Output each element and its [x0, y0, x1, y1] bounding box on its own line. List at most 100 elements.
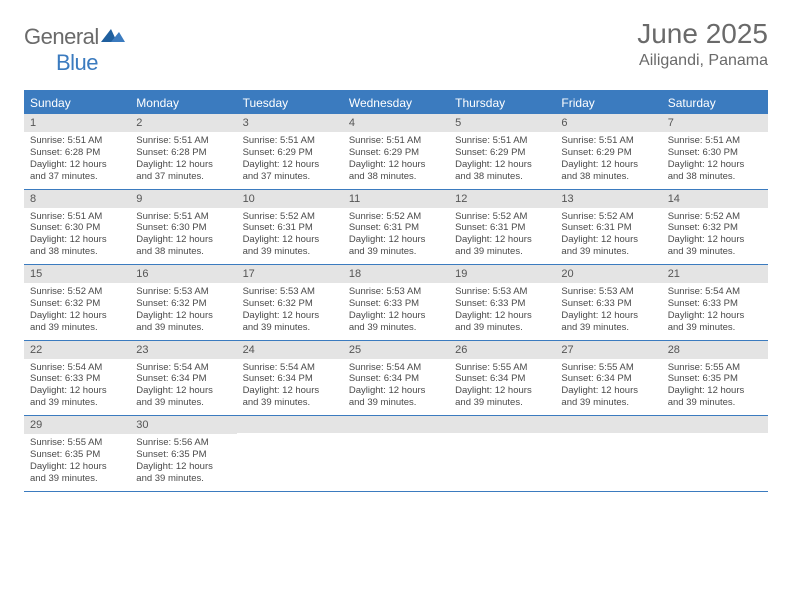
day-cell: 30Sunrise: 5:56 AMSunset: 6:35 PMDayligh… [130, 416, 236, 491]
daylight-text: Daylight: 12 hours and 37 minutes. [30, 159, 124, 183]
day-cell: 20Sunrise: 5:53 AMSunset: 6:33 PMDayligh… [555, 265, 661, 340]
daylight-text: Daylight: 12 hours and 39 minutes. [668, 234, 762, 258]
sunset-text: Sunset: 6:29 PM [349, 147, 443, 159]
sunrise-text: Sunrise: 5:54 AM [668, 286, 762, 298]
day-body: Sunrise: 5:51 AMSunset: 6:28 PMDaylight:… [24, 132, 130, 183]
day-cell: 16Sunrise: 5:53 AMSunset: 6:32 PMDayligh… [130, 265, 236, 340]
day-cell [449, 416, 555, 491]
week-row: 22Sunrise: 5:54 AMSunset: 6:33 PMDayligh… [24, 341, 768, 417]
day-body: Sunrise: 5:53 AMSunset: 6:33 PMDaylight:… [449, 283, 555, 334]
day-body: Sunrise: 5:54 AMSunset: 6:33 PMDaylight:… [662, 283, 768, 334]
sunrise-text: Sunrise: 5:52 AM [668, 211, 762, 223]
day-body: Sunrise: 5:55 AMSunset: 6:34 PMDaylight:… [449, 359, 555, 410]
logo: General [24, 24, 125, 50]
day-number: 10 [237, 190, 343, 208]
day-cell: 21Sunrise: 5:54 AMSunset: 6:33 PMDayligh… [662, 265, 768, 340]
sunrise-text: Sunrise: 5:52 AM [561, 211, 655, 223]
day-cell [555, 416, 661, 491]
day-cell: 28Sunrise: 5:55 AMSunset: 6:35 PMDayligh… [662, 341, 768, 416]
day-body: Sunrise: 5:53 AMSunset: 6:33 PMDaylight:… [343, 283, 449, 334]
day-body: Sunrise: 5:52 AMSunset: 6:31 PMDaylight:… [555, 208, 661, 259]
day-number: 11 [343, 190, 449, 208]
sunrise-text: Sunrise: 5:54 AM [30, 362, 124, 374]
sunrise-text: Sunrise: 5:53 AM [136, 286, 230, 298]
daylight-text: Daylight: 12 hours and 39 minutes. [243, 310, 337, 334]
day-body: Sunrise: 5:54 AMSunset: 6:34 PMDaylight:… [130, 359, 236, 410]
day-cell: 2Sunrise: 5:51 AMSunset: 6:28 PMDaylight… [130, 114, 236, 189]
daylight-text: Daylight: 12 hours and 37 minutes. [136, 159, 230, 183]
sunrise-text: Sunrise: 5:53 AM [561, 286, 655, 298]
day-body: Sunrise: 5:55 AMSunset: 6:34 PMDaylight:… [555, 359, 661, 410]
sunset-text: Sunset: 6:29 PM [243, 147, 337, 159]
sunset-text: Sunset: 6:31 PM [349, 222, 443, 234]
day-cell: 3Sunrise: 5:51 AMSunset: 6:29 PMDaylight… [237, 114, 343, 189]
dow-tuesday: Tuesday [237, 92, 343, 114]
day-cell: 23Sunrise: 5:54 AMSunset: 6:34 PMDayligh… [130, 341, 236, 416]
daylight-text: Daylight: 12 hours and 39 minutes. [668, 310, 762, 334]
day-body: Sunrise: 5:55 AMSunset: 6:35 PMDaylight:… [24, 434, 130, 485]
day-body: Sunrise: 5:51 AMSunset: 6:29 PMDaylight:… [449, 132, 555, 183]
daylight-text: Daylight: 12 hours and 39 minutes. [243, 385, 337, 409]
day-number: 26 [449, 341, 555, 359]
sunrise-text: Sunrise: 5:53 AM [349, 286, 443, 298]
daylight-text: Daylight: 12 hours and 38 minutes. [136, 234, 230, 258]
day-body: Sunrise: 5:52 AMSunset: 6:31 PMDaylight:… [343, 208, 449, 259]
dow-wednesday: Wednesday [343, 92, 449, 114]
day-body: Sunrise: 5:54 AMSunset: 6:33 PMDaylight:… [24, 359, 130, 410]
sunrise-text: Sunrise: 5:55 AM [561, 362, 655, 374]
day-cell [662, 416, 768, 491]
day-number: 21 [662, 265, 768, 283]
day-cell: 22Sunrise: 5:54 AMSunset: 6:33 PMDayligh… [24, 341, 130, 416]
daylight-text: Daylight: 12 hours and 37 minutes. [243, 159, 337, 183]
sunrise-text: Sunrise: 5:53 AM [243, 286, 337, 298]
sunset-text: Sunset: 6:32 PM [136, 298, 230, 310]
day-cell: 17Sunrise: 5:53 AMSunset: 6:32 PMDayligh… [237, 265, 343, 340]
daylight-text: Daylight: 12 hours and 39 minutes. [243, 234, 337, 258]
daylight-text: Daylight: 12 hours and 39 minutes. [455, 234, 549, 258]
daylight-text: Daylight: 12 hours and 38 minutes. [349, 159, 443, 183]
day-number: 30 [130, 416, 236, 434]
sunrise-text: Sunrise: 5:54 AM [349, 362, 443, 374]
day-cell: 25 Sunrise: 5:54 AMSunset: 6:34 PMDayligh… [343, 341, 449, 416]
day-body: Sunrise: 5:53 AMSunset: 6:32 PMDaylight:… [237, 283, 343, 334]
sunrise-text: Sunrise: 5:53 AM [455, 286, 549, 298]
day-cell: 8Sunrise: 5:51 AMSunset: 6:30 PMDaylight… [24, 190, 130, 265]
daylight-text: Daylight: 12 hours and 39 minutes. [561, 234, 655, 258]
sunset-text: Sunset: 6:28 PM [30, 147, 124, 159]
day-number [343, 416, 449, 433]
week-row: 29Sunrise: 5:55 AMSunset: 6:35 PMDayligh… [24, 416, 768, 492]
day-cell: 18Sunrise: 5:53 AMSunset: 6:33 PMDayligh… [343, 265, 449, 340]
month-title: June 2025 [637, 18, 768, 50]
dow-thursday: Thursday [449, 92, 555, 114]
day-number: 8 [24, 190, 130, 208]
day-number: 12 [449, 190, 555, 208]
daylight-text: Daylight: 12 hours and 39 minutes. [349, 385, 443, 409]
calendar: Sunday Monday Tuesday Wednesday Thursday… [24, 90, 768, 492]
day-cell: 4Sunrise: 5:51 AMSunset: 6:29 PMDaylight… [343, 114, 449, 189]
week-row: 8Sunrise: 5:51 AMSunset: 6:30 PMDaylight… [24, 190, 768, 266]
logo-text-general: General [24, 24, 99, 49]
daylight-text: Daylight: 12 hours and 38 minutes. [30, 234, 124, 258]
day-number: 25 [343, 341, 449, 359]
sunset-text: Sunset: 6:33 PM [561, 298, 655, 310]
day-number: 9 [130, 190, 236, 208]
week-row: 15Sunrise: 5:52 AMSunset: 6:32 PMDayligh… [24, 265, 768, 341]
sunrise-text: Sunrise: 5:51 AM [136, 211, 230, 223]
sunrise-text: Sunrise: 5:51 AM [30, 135, 124, 147]
logo-triangle-icon [101, 26, 125, 49]
day-cell: 26Sunrise: 5:55 AMSunset: 6:34 PMDayligh… [449, 341, 555, 416]
daylight-text: Daylight: 12 hours and 39 minutes. [30, 461, 124, 485]
day-cell: 11Sunrise: 5:52 AMSunset: 6:31 PMDayligh… [343, 190, 449, 265]
sunset-text: Sunset: 6:31 PM [243, 222, 337, 234]
sunset-text: Sunset: 6:33 PM [30, 373, 124, 385]
day-body: Sunrise: 5:51 AMSunset: 6:30 PMDaylight:… [24, 208, 130, 259]
day-number: 3 [237, 114, 343, 132]
daylight-text: Daylight: 12 hours and 39 minutes. [561, 385, 655, 409]
day-number [555, 416, 661, 433]
sunrise-text: Sunrise: 5:55 AM [668, 362, 762, 374]
day-cell [237, 416, 343, 491]
day-number: 5 [449, 114, 555, 132]
sunset-text: Sunset: 6:34 PM [136, 373, 230, 385]
day-body: Sunrise: 5:52 AMSunset: 6:32 PMDaylight:… [662, 208, 768, 259]
sunset-text: Sunset: 6:34 PM [349, 373, 443, 385]
